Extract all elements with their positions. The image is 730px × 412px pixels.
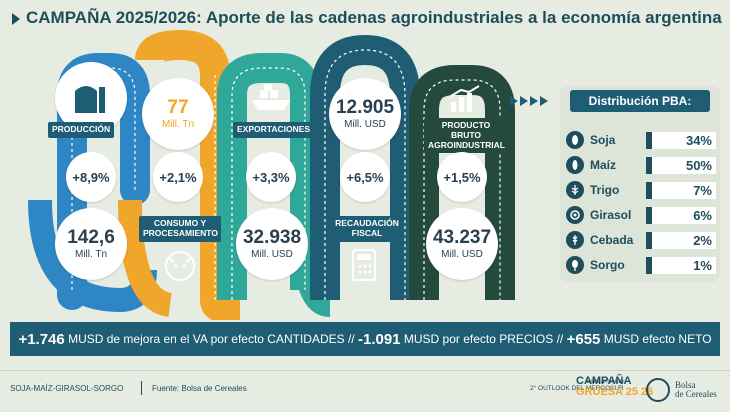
launch-text: Lanzamiento 2° OUTLOOK DEL MERCOSUR bbox=[530, 378, 624, 392]
banner-value-cantidades: +1.746 bbox=[18, 330, 65, 348]
pba-label: PRODUCTO BRUTO AGROINDUSTRIAL bbox=[424, 118, 508, 154]
distribucion-row-girasol: Girasol 6% bbox=[566, 205, 716, 225]
recaudacion-value: 12.905 bbox=[335, 97, 395, 118]
exportaciones-unit: Mill. USD bbox=[251, 249, 293, 260]
produccion-value: 142,6 bbox=[67, 227, 115, 248]
produccion-label: PRODUCCIÓN bbox=[48, 122, 115, 138]
produccion-unit: Mill. Tn bbox=[74, 249, 108, 260]
distribucion-row-soja: Soja 34% bbox=[566, 130, 716, 150]
consumo-pct: +2,1% bbox=[159, 169, 197, 185]
growth-chart-icon bbox=[447, 84, 483, 114]
bolsa-seal-icon bbox=[646, 378, 670, 402]
pba-value: 43.237 bbox=[432, 227, 492, 248]
distribucion-title: Distribución PBA: bbox=[570, 90, 710, 112]
soy-icon bbox=[566, 131, 584, 149]
consumo-value-circle: 77 Mill. Tn bbox=[142, 78, 214, 150]
distribucion-row-maiz: Maíz 50% bbox=[566, 155, 716, 175]
bolsa-logo: Bolsa de Cereales bbox=[675, 380, 717, 400]
consumo-unit: Mill. Tn bbox=[161, 119, 195, 130]
exportaciones-value-circle: 32.938 Mill. USD bbox=[236, 208, 308, 280]
distribucion-row-trigo: Trigo 7% bbox=[566, 180, 716, 200]
cow-icon bbox=[160, 246, 200, 284]
triangle-icon bbox=[12, 12, 20, 25]
sunflower-icon bbox=[566, 206, 584, 224]
exportaciones-label: EXPORTACIONES bbox=[233, 122, 315, 138]
exportaciones-pct-circle: +3,3% bbox=[246, 152, 296, 202]
recaudacion-pct: +6,5% bbox=[346, 169, 384, 185]
produccion-pct: +8,9% bbox=[72, 169, 110, 185]
campana-logo: CAMPAÑA GRUESA 25 26 bbox=[576, 375, 654, 398]
pba-unit: Mill. USD bbox=[441, 249, 483, 260]
ship-icon bbox=[248, 80, 294, 114]
recaudacion-pct-circle: +6,5% bbox=[340, 152, 390, 202]
silo-icon bbox=[75, 86, 105, 113]
distribucion-row-cebada: Cebada 2% bbox=[566, 230, 716, 250]
consumo-value: 77 bbox=[167, 97, 189, 118]
pba-pct: +1,5% bbox=[443, 169, 481, 185]
footer-crops: SOJA-MAÍZ-GIRASOL-SORGO bbox=[10, 384, 124, 393]
summary-banner: +1.746 MUSD de mejora en el VA por efect… bbox=[10, 322, 720, 356]
page-title: CAMPAÑA 2025/2026: Aporte de las cadenas… bbox=[12, 8, 722, 28]
exportaciones-value: 32.938 bbox=[242, 227, 302, 248]
consumo-pct-circle: +2,1% bbox=[153, 152, 203, 202]
pba-value-circle: 43.237 Mill. USD bbox=[426, 208, 498, 280]
recaudacion-value-circle: 12.905 Mill. USD bbox=[329, 78, 401, 150]
footer-divider bbox=[141, 381, 142, 395]
exportaciones-pct: +3,3% bbox=[252, 169, 290, 185]
banner-value-neto: +655 bbox=[566, 330, 601, 348]
produccion-pct-circle: +8,9% bbox=[66, 152, 116, 202]
pba-pct-circle: +1,5% bbox=[437, 152, 487, 202]
recaudacion-label: RECAUDACIÓN FISCAL bbox=[330, 216, 404, 242]
wheat-icon bbox=[566, 181, 584, 199]
produccion-value-circle: 142,6 Mill. Tn bbox=[55, 208, 127, 280]
footer-source: Fuente: Bolsa de Cereales bbox=[152, 384, 247, 393]
distribucion-row-sorgo: Sorgo 1% bbox=[566, 255, 716, 275]
corn-icon bbox=[566, 156, 584, 174]
consumo-label: CONSUMO Y PROCESAMIENTO bbox=[139, 216, 221, 242]
arrow-icons bbox=[510, 96, 548, 106]
footer bbox=[0, 370, 730, 412]
banner-value-precios: -1.091 bbox=[357, 330, 401, 348]
barley-icon bbox=[566, 231, 584, 249]
calculator-icon bbox=[350, 248, 380, 282]
sorghum-icon bbox=[566, 256, 584, 274]
recaudacion-unit: Mill. USD bbox=[344, 119, 386, 130]
